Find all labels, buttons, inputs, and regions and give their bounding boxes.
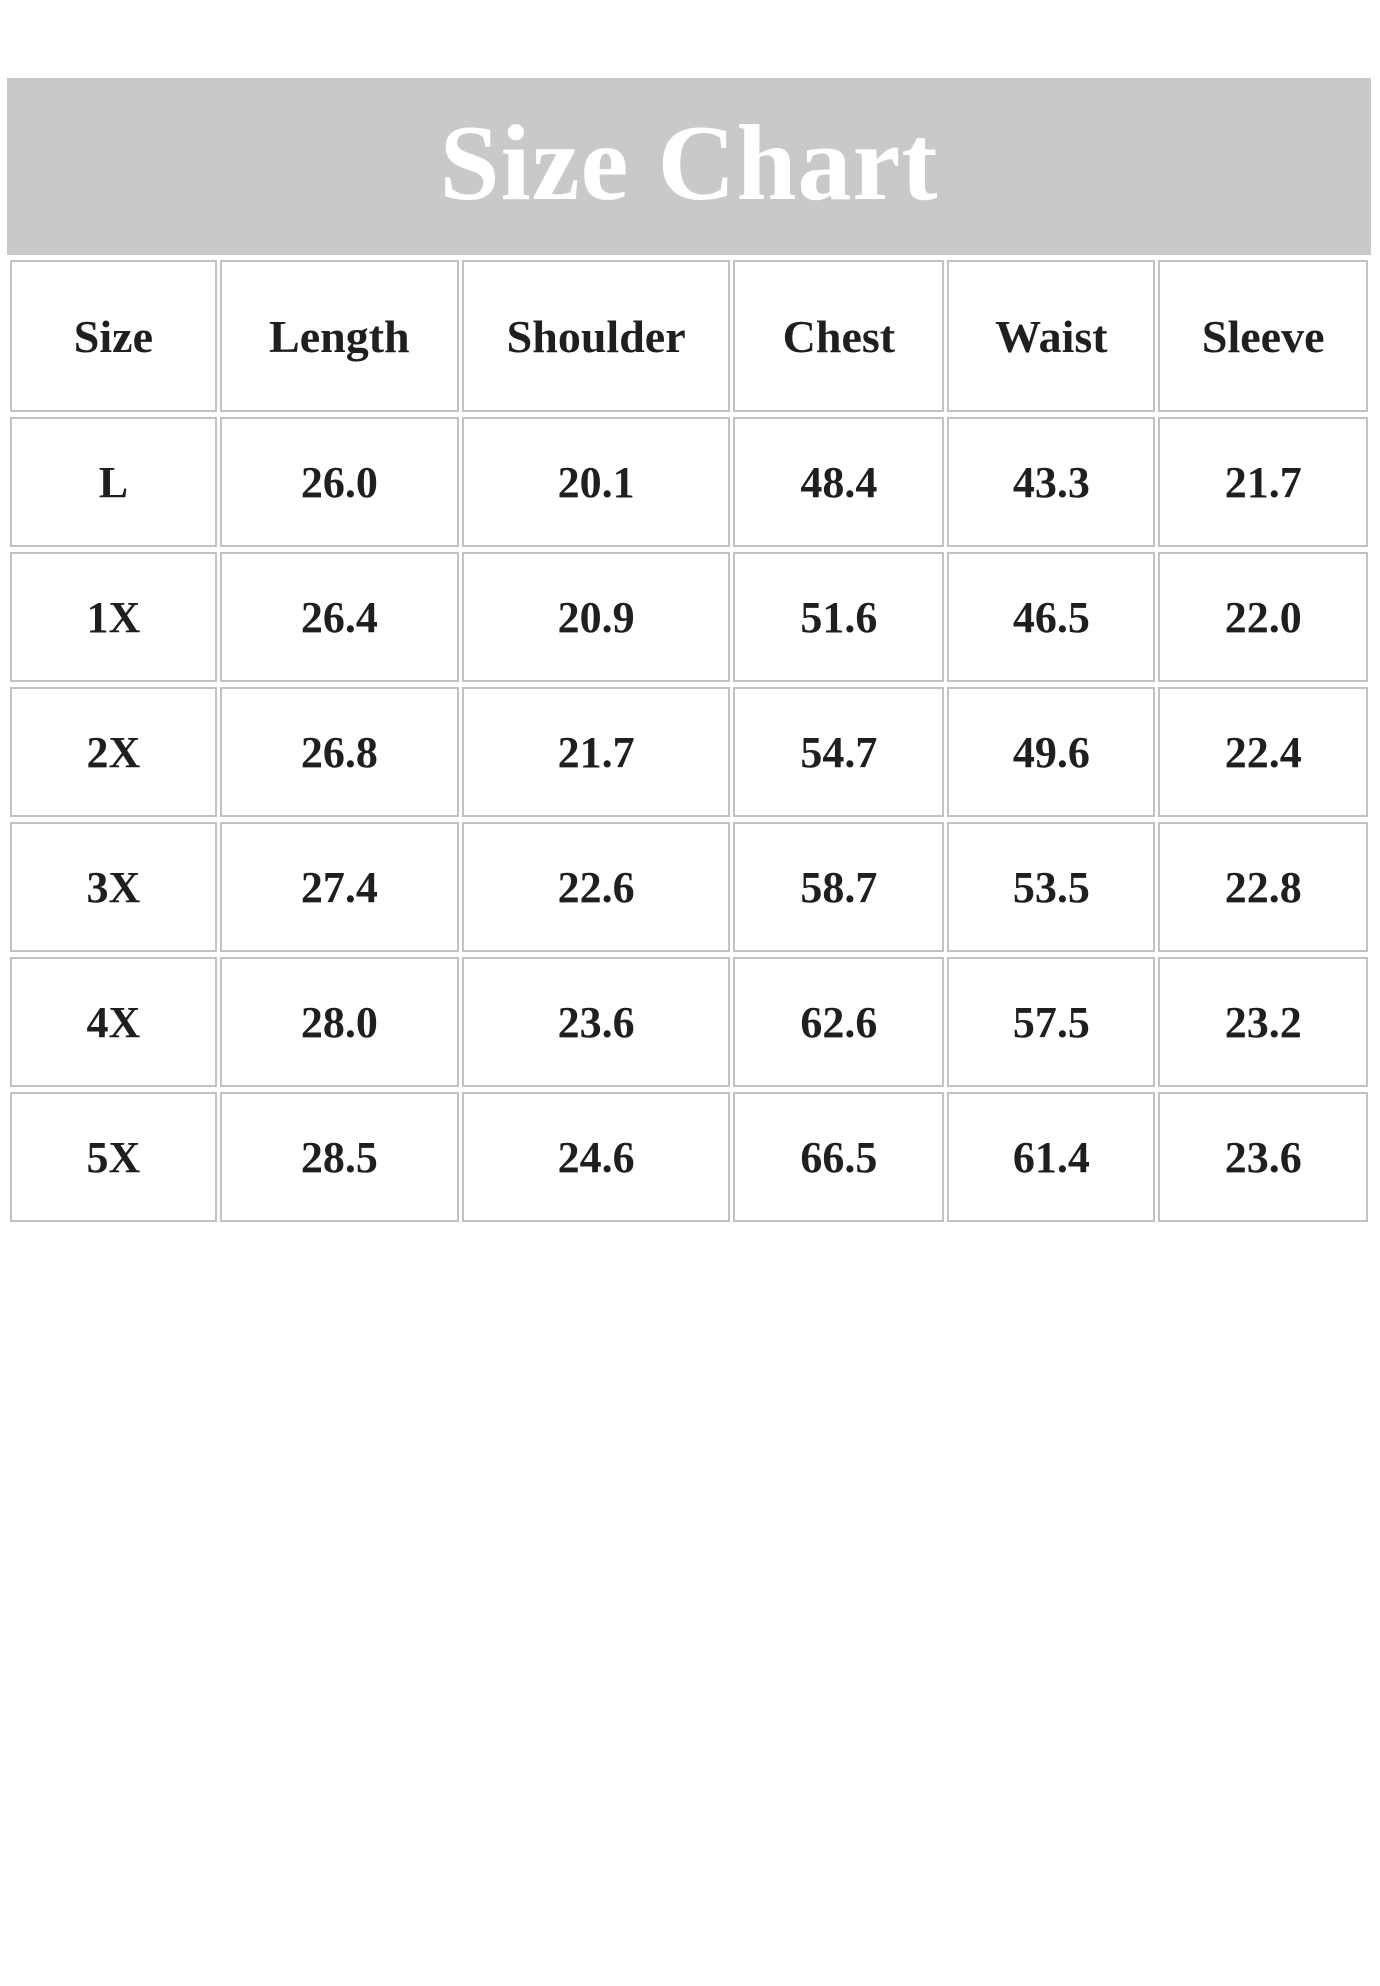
value-cell: 22.0 (1158, 552, 1368, 682)
value-cell: 51.6 (733, 552, 945, 682)
table-row: 3X 27.4 22.6 58.7 53.5 22.8 (10, 822, 1368, 952)
value-cell: 66.5 (733, 1092, 945, 1222)
value-cell: 21.7 (1158, 417, 1368, 547)
value-cell: 23.2 (1158, 957, 1368, 1087)
value-cell: 61.4 (947, 1092, 1156, 1222)
size-chart-title-band: Size Chart (7, 78, 1371, 255)
size-chart: Size Chart Size Length Shoulder Chest Wa… (7, 78, 1371, 1227)
table-row: 5X 28.5 24.6 66.5 61.4 23.6 (10, 1092, 1368, 1222)
table-row: 4X 28.0 23.6 62.6 57.5 23.2 (10, 957, 1368, 1087)
value-cell: 28.0 (219, 957, 459, 1087)
value-cell: 26.4 (219, 552, 459, 682)
value-cell: 43.3 (947, 417, 1156, 547)
value-cell: 23.6 (461, 957, 731, 1087)
value-cell: 54.7 (733, 687, 945, 817)
value-cell: 26.8 (219, 687, 459, 817)
value-cell: 46.5 (947, 552, 1156, 682)
size-label-cell: 2X (10, 687, 217, 817)
column-header-size: Size (10, 260, 217, 412)
value-cell: 23.6 (1158, 1092, 1368, 1222)
size-label-cell: 4X (10, 957, 217, 1087)
value-cell: 53.5 (947, 822, 1156, 952)
value-cell: 20.1 (461, 417, 731, 547)
value-cell: 20.9 (461, 552, 731, 682)
size-label-cell: L (10, 417, 217, 547)
column-header-waist: Waist (947, 260, 1156, 412)
header-row: Size Length Shoulder Chest Waist Sleeve (10, 260, 1368, 412)
value-cell: 48.4 (733, 417, 945, 547)
value-cell: 22.4 (1158, 687, 1368, 817)
value-cell: 62.6 (733, 957, 945, 1087)
value-cell: 49.6 (947, 687, 1156, 817)
value-cell: 21.7 (461, 687, 731, 817)
value-cell: 22.6 (461, 822, 731, 952)
value-cell: 28.5 (219, 1092, 459, 1222)
value-cell: 58.7 (733, 822, 945, 952)
value-cell: 24.6 (461, 1092, 731, 1222)
size-label-cell: 1X (10, 552, 217, 682)
size-chart-title: Size Chart (439, 103, 939, 223)
value-cell: 22.8 (1158, 822, 1368, 952)
column-header-length: Length (219, 260, 459, 412)
column-header-sleeve: Sleeve (1158, 260, 1368, 412)
size-label-cell: 5X (10, 1092, 217, 1222)
value-cell: 57.5 (947, 957, 1156, 1087)
column-header-shoulder: Shoulder (461, 260, 731, 412)
value-cell: 26.0 (219, 417, 459, 547)
size-table: Size Length Shoulder Chest Waist Sleeve … (7, 255, 1371, 1227)
table-row: 1X 26.4 20.9 51.6 46.5 22.0 (10, 552, 1368, 682)
size-label-cell: 3X (10, 822, 217, 952)
table-row: 2X 26.8 21.7 54.7 49.6 22.4 (10, 687, 1368, 817)
value-cell: 27.4 (219, 822, 459, 952)
table-row: L 26.0 20.1 48.4 43.3 21.7 (10, 417, 1368, 547)
column-header-chest: Chest (733, 260, 945, 412)
